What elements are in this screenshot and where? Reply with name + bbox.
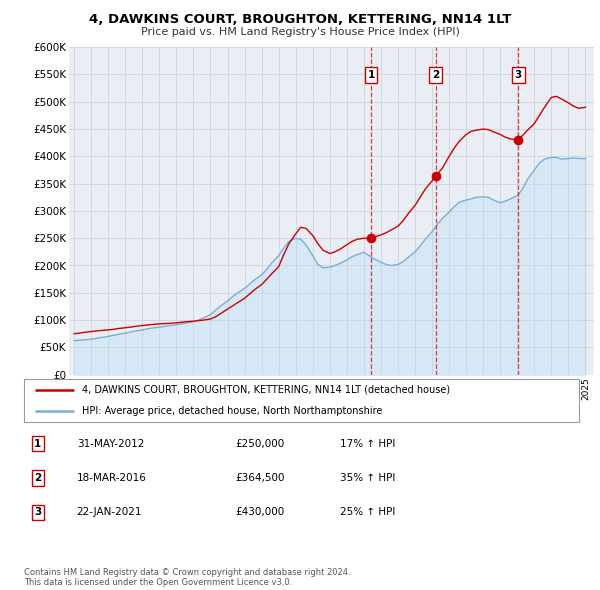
Text: 2: 2: [34, 473, 41, 483]
Text: 1: 1: [367, 70, 374, 80]
Text: 2: 2: [432, 70, 439, 80]
Text: 17% ↑ HPI: 17% ↑ HPI: [340, 439, 396, 448]
FancyBboxPatch shape: [24, 379, 579, 422]
Text: 3: 3: [515, 70, 522, 80]
Text: £430,000: £430,000: [235, 507, 284, 517]
Text: 4, DAWKINS COURT, BROUGHTON, KETTERING, NN14 1LT: 4, DAWKINS COURT, BROUGHTON, KETTERING, …: [89, 13, 511, 26]
Text: £250,000: £250,000: [235, 439, 284, 448]
Text: 25% ↑ HPI: 25% ↑ HPI: [340, 507, 396, 517]
Text: Contains HM Land Registry data © Crown copyright and database right 2024.
This d: Contains HM Land Registry data © Crown c…: [24, 568, 350, 587]
Text: 31-MAY-2012: 31-MAY-2012: [77, 439, 144, 448]
Text: Price paid vs. HM Land Registry's House Price Index (HPI): Price paid vs. HM Land Registry's House …: [140, 27, 460, 37]
Text: 3: 3: [34, 507, 41, 517]
Text: 4, DAWKINS COURT, BROUGHTON, KETTERING, NN14 1LT (detached house): 4, DAWKINS COURT, BROUGHTON, KETTERING, …: [82, 385, 451, 395]
Text: 18-MAR-2016: 18-MAR-2016: [77, 473, 146, 483]
Text: 22-JAN-2021: 22-JAN-2021: [77, 507, 142, 517]
Text: HPI: Average price, detached house, North Northamptonshire: HPI: Average price, detached house, Nort…: [82, 407, 383, 416]
Text: £364,500: £364,500: [235, 473, 284, 483]
Text: 35% ↑ HPI: 35% ↑ HPI: [340, 473, 396, 483]
Text: 1: 1: [34, 439, 41, 448]
